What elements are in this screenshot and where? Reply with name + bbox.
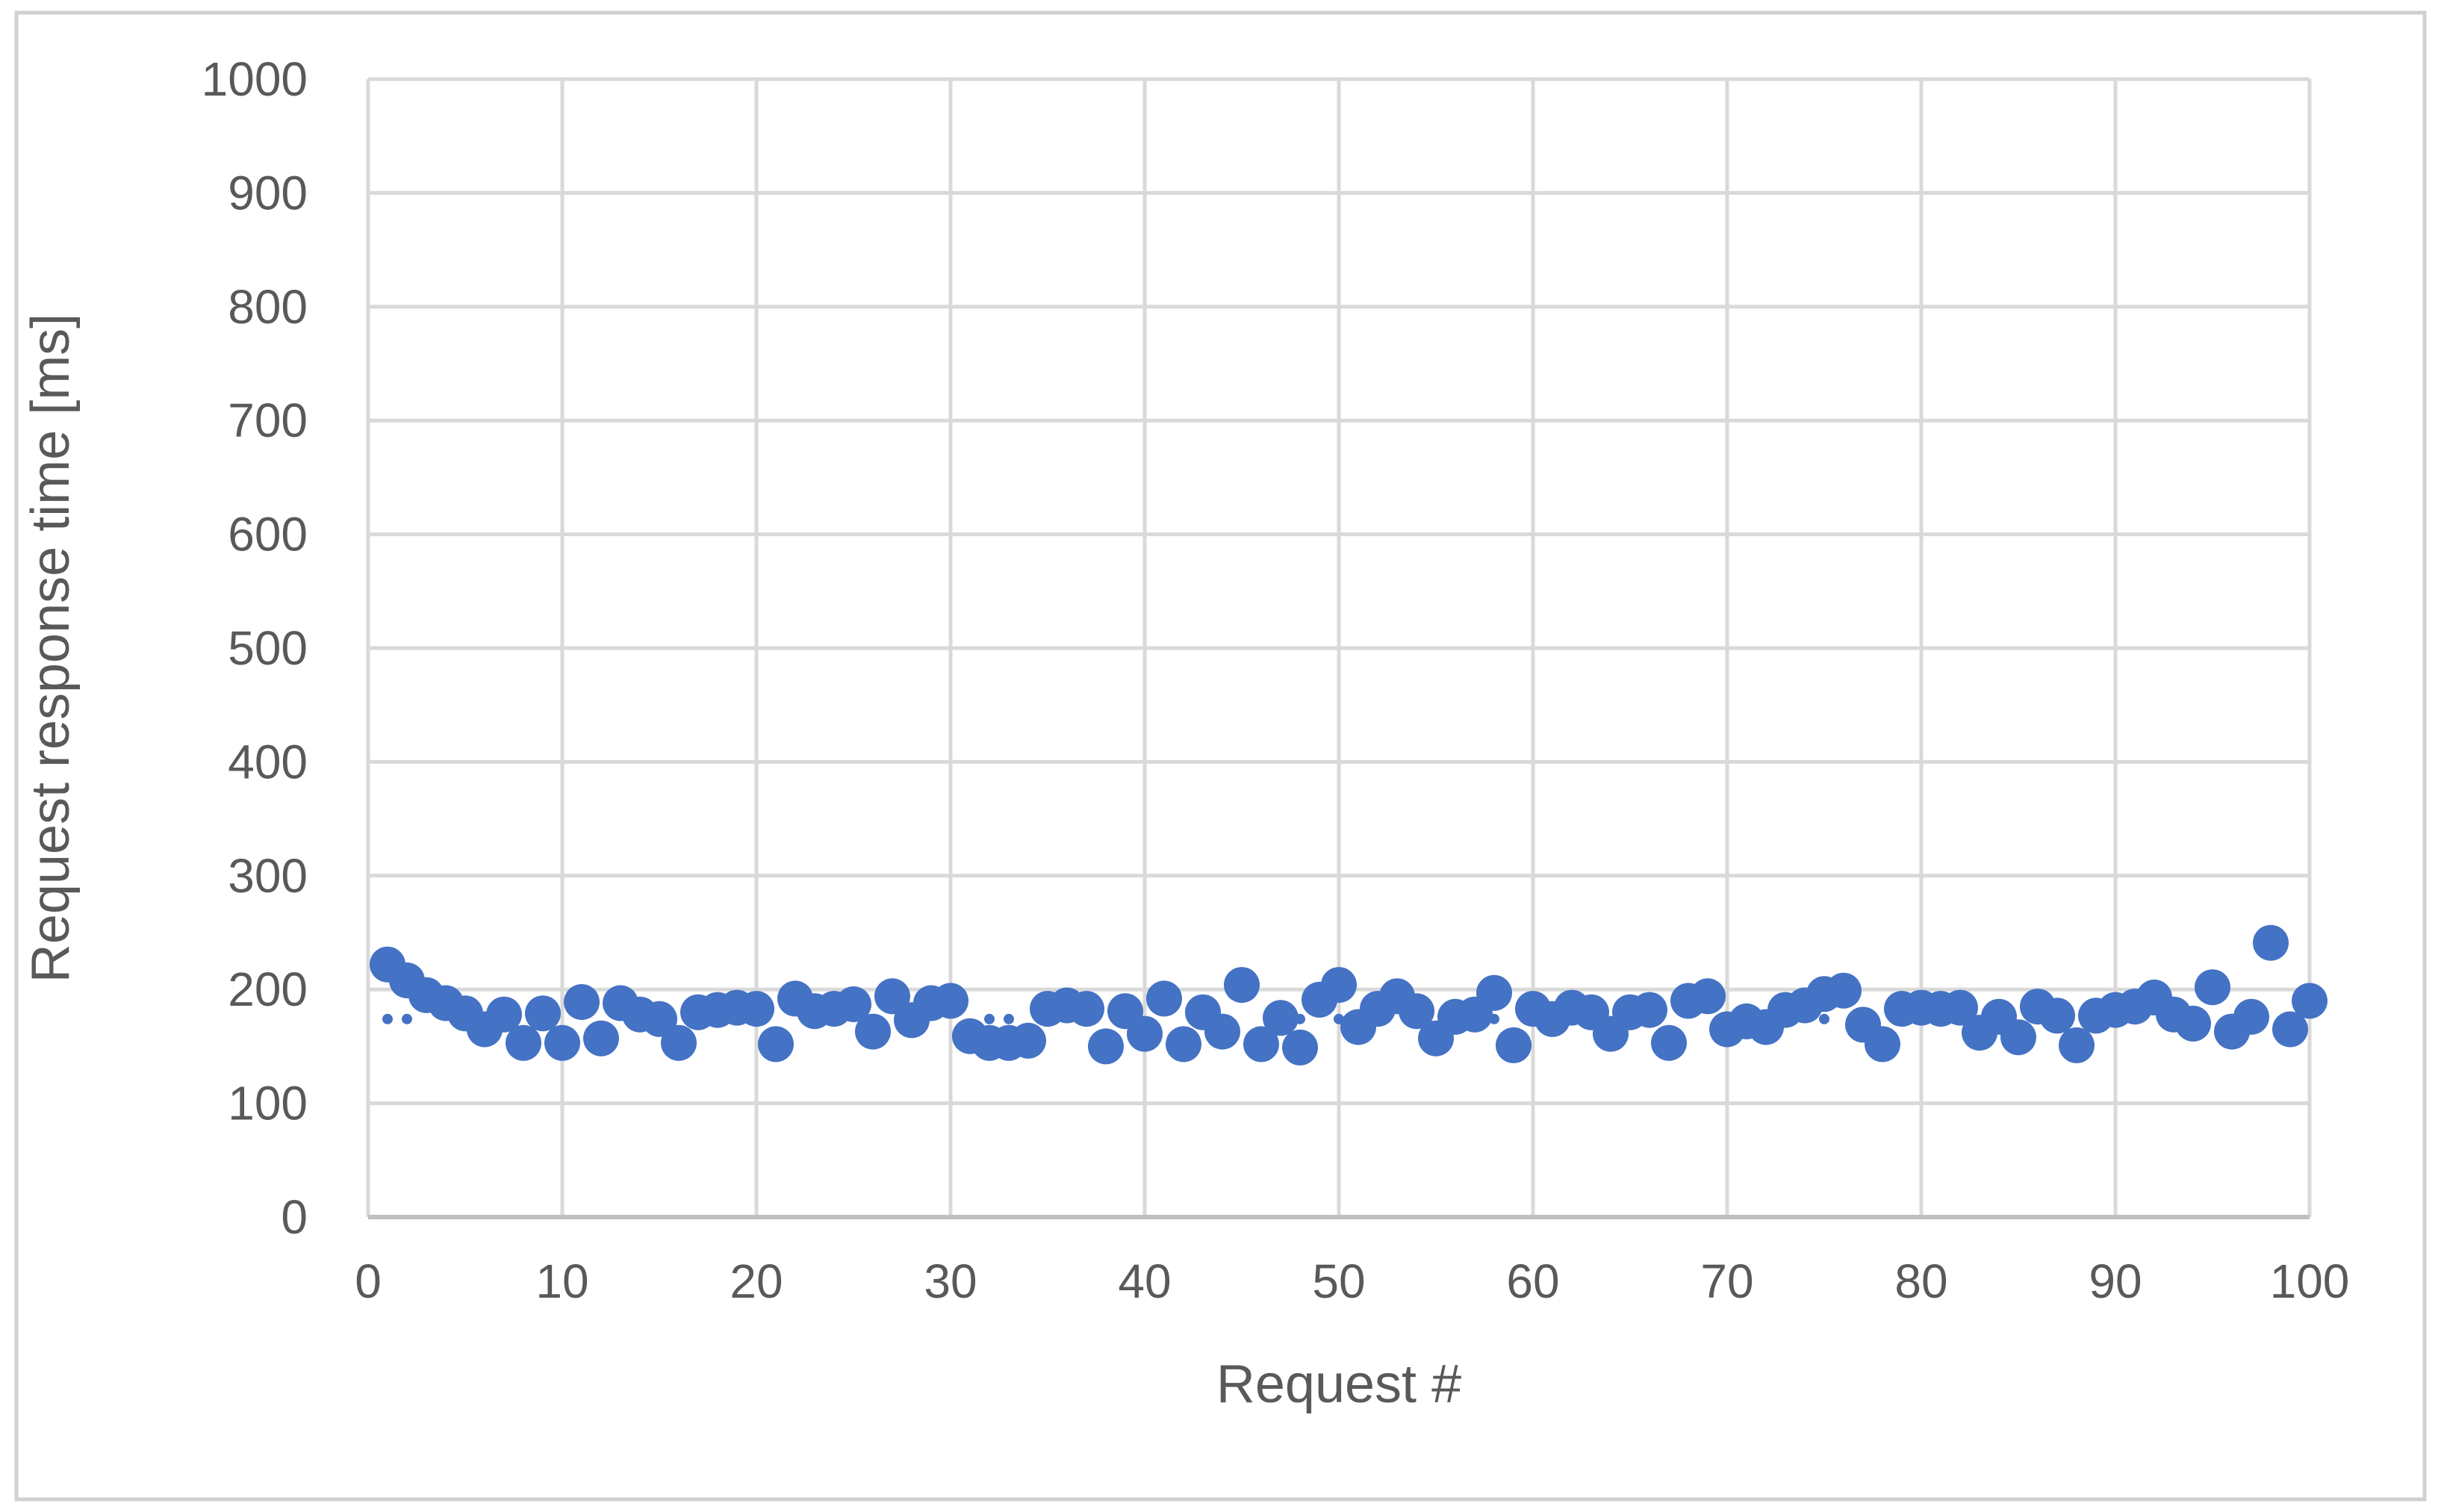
- scatter-point: [1321, 967, 1357, 1004]
- scatter-point: [2195, 969, 2230, 1006]
- scatter-point: [1069, 991, 1104, 1027]
- x-tick-label: 0: [355, 1254, 382, 1308]
- scatter-point: [1399, 993, 1434, 1030]
- x-tick-label: 40: [1118, 1254, 1171, 1308]
- scatter-point: [2175, 1005, 2211, 1042]
- small-dot: [382, 1013, 393, 1024]
- x-tick-label: 100: [2270, 1254, 2350, 1308]
- scatter-point: [1166, 1026, 1201, 1063]
- scatter-point: [1476, 974, 1512, 1011]
- x-tick-label: 90: [2089, 1254, 2142, 1308]
- scatter-point: [2039, 998, 2075, 1034]
- scatter-point: [855, 1013, 891, 1050]
- scatter-point: [2233, 998, 2269, 1035]
- x-tick-label: 30: [924, 1254, 977, 1308]
- y-tick-label: 200: [228, 962, 308, 1016]
- plot-points: [370, 924, 2327, 1065]
- scatter-point: [661, 1024, 697, 1061]
- y-tick-label: 700: [228, 393, 308, 447]
- scatter-point: [1263, 1000, 1299, 1036]
- scatter-point: [1282, 1029, 1318, 1065]
- scatter-point: [2272, 1011, 2308, 1048]
- y-tick-label: 900: [228, 166, 308, 220]
- x-tick-label: 80: [1894, 1254, 1947, 1308]
- chart-border: [14, 10, 2427, 1502]
- small-dot: [402, 1013, 412, 1024]
- y-axis-title: Request response time [ms]: [21, 314, 81, 983]
- scatter-point: [1651, 1024, 1687, 1061]
- scatter-point: [1204, 1013, 1240, 1050]
- x-tick-label: 10: [535, 1254, 588, 1308]
- scatter-point: [933, 983, 968, 1019]
- scatter-point: [525, 995, 561, 1032]
- scatter-point: [1224, 967, 1260, 1004]
- x-tick-label: 60: [1506, 1254, 1559, 1308]
- scatter-point: [564, 984, 600, 1020]
- x-axis-tick-labels: 0 10 20 30 40 50 60 70 80 90 100: [355, 1254, 2349, 1308]
- scatter-point: [1127, 1015, 1163, 1052]
- scatter-point: [2059, 1027, 2095, 1063]
- y-tick-label: 500: [228, 621, 308, 675]
- scatter-point: [1826, 972, 1862, 1009]
- y-tick-label: 800: [228, 280, 308, 334]
- scatter-point: [486, 996, 522, 1033]
- scatter-point: [641, 1001, 677, 1037]
- scatter-point: [1243, 1026, 1279, 1063]
- scatter-point: [583, 1020, 619, 1057]
- scatter-point: [1865, 1026, 1900, 1063]
- small-dot: [984, 1013, 995, 1024]
- small-dot: [1819, 1013, 1829, 1024]
- scatter-point: [836, 986, 871, 1022]
- y-tick-label: 400: [228, 735, 308, 788]
- scatter-point: [1010, 1022, 1046, 1059]
- small-dot: [1004, 1013, 1014, 1024]
- y-tick-label: 300: [228, 849, 308, 903]
- scatter-point: [506, 1024, 541, 1061]
- gridlines: [366, 77, 2312, 1219]
- scatter-point: [2253, 924, 2289, 961]
- scatter-point: [1088, 1028, 1124, 1065]
- x-axis-title: Request #: [1216, 1354, 1461, 1414]
- y-axis-tick-labels: 0 100 200 300 400 500 600 700 800 900 1000: [202, 52, 308, 1244]
- scatter-point: [758, 1026, 794, 1063]
- scatter-point: [1496, 1027, 1532, 1063]
- scatter-point: [874, 978, 910, 1015]
- y-tick-label: 100: [228, 1077, 308, 1130]
- scatter-point: [544, 1024, 580, 1061]
- scatter-point: [1690, 978, 1726, 1015]
- scatter-point: [1942, 989, 1978, 1026]
- y-tick-label: 1000: [202, 52, 308, 106]
- scatter-point: [1632, 992, 1667, 1028]
- y-tick-label: 600: [228, 508, 308, 561]
- y-tick-label: 0: [281, 1190, 308, 1244]
- x-tick-label: 70: [1700, 1254, 1753, 1308]
- scatter-point: [1146, 980, 1182, 1017]
- scatter-point: [2292, 983, 2327, 1019]
- scatter-point: [738, 991, 774, 1027]
- x-tick-label: 20: [730, 1254, 783, 1308]
- x-tick-label: 50: [1312, 1254, 1365, 1308]
- scatter-point: [2000, 1019, 2036, 1056]
